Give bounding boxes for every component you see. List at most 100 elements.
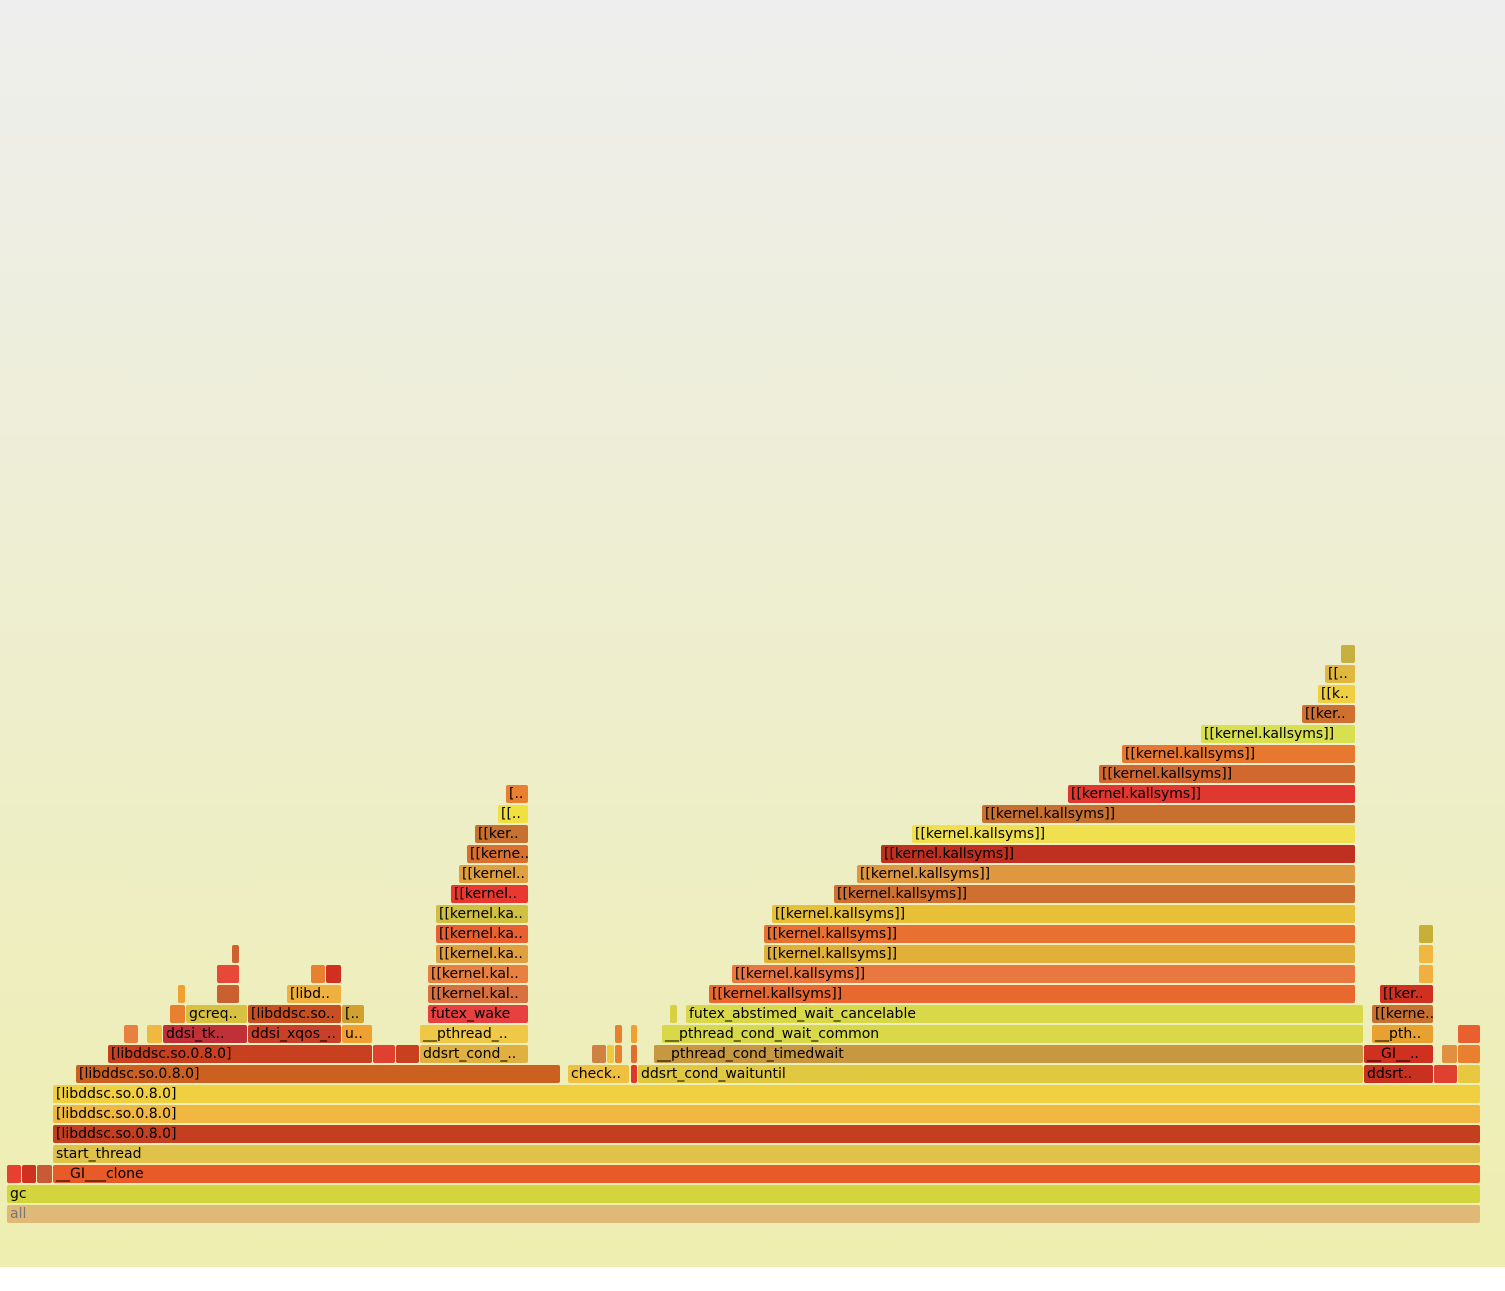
frame[interactable]	[1122, 745, 1355, 763]
frame[interactable]	[342, 1005, 364, 1023]
frame[interactable]	[53, 1085, 1480, 1103]
frame[interactable]	[631, 1045, 637, 1063]
frame[interactable]	[311, 965, 325, 983]
frame[interactable]	[124, 1025, 138, 1043]
frame[interactable]	[232, 945, 239, 963]
frame[interactable]	[37, 1165, 52, 1183]
frame[interactable]	[108, 1045, 372, 1063]
frame[interactable]	[373, 1045, 395, 1063]
frame[interactable]	[764, 945, 1355, 963]
frame[interactable]	[1068, 785, 1355, 803]
frame[interactable]	[76, 1065, 560, 1083]
frame-label: [[..	[501, 806, 521, 822]
frame[interactable]	[420, 1025, 528, 1043]
frame[interactable]	[732, 965, 1355, 983]
frame[interactable]	[1341, 645, 1355, 663]
frame[interactable]	[467, 845, 528, 863]
frame-label: [[kernel.kal..	[431, 966, 519, 982]
frame[interactable]	[1325, 665, 1355, 683]
frame[interactable]	[631, 1065, 637, 1083]
frame[interactable]	[53, 1165, 1480, 1183]
frame[interactable]	[178, 985, 185, 1003]
frame[interactable]	[7, 1185, 1480, 1203]
frame-label: __pthread_cond_wait_common	[664, 1026, 879, 1042]
frame[interactable]	[428, 1005, 528, 1023]
frame-label: gcreq..	[189, 1006, 237, 1022]
frame[interactable]	[396, 1045, 419, 1063]
frame[interactable]	[326, 965, 341, 983]
frame[interactable]	[287, 985, 341, 1003]
frame[interactable]	[436, 925, 528, 943]
frame[interactable]	[1442, 1045, 1457, 1063]
frame[interactable]	[420, 1045, 528, 1063]
frame[interactable]	[451, 885, 528, 903]
frame[interactable]	[475, 825, 528, 843]
frame[interactable]	[670, 1005, 677, 1023]
frame[interactable]	[53, 1105, 1480, 1123]
frame[interactable]	[1318, 685, 1355, 703]
frame[interactable]	[1364, 1045, 1433, 1063]
frame[interactable]	[615, 1025, 622, 1043]
frame-label: [[kernel.kallsyms]]	[775, 906, 905, 922]
frame[interactable]	[1372, 1025, 1433, 1043]
frame[interactable]	[607, 1045, 614, 1063]
frame[interactable]	[7, 1165, 21, 1183]
frame[interactable]	[615, 1045, 622, 1063]
frame[interactable]	[248, 1005, 341, 1023]
frame[interactable]	[53, 1145, 1480, 1163]
frame[interactable]	[248, 1025, 341, 1043]
frame[interactable]	[1419, 945, 1433, 963]
frame-label: __pth..	[1374, 1026, 1421, 1042]
frame-label: [[kernel..	[462, 866, 525, 882]
frame[interactable]	[53, 1125, 1480, 1143]
frame[interactable]	[342, 1025, 372, 1043]
frame[interactable]	[654, 1045, 1363, 1063]
frame[interactable]	[982, 805, 1355, 823]
frame[interactable]	[1372, 1005, 1433, 1023]
frame[interactable]	[631, 1025, 637, 1043]
frame[interactable]	[1099, 765, 1355, 783]
frame-label: [[ker..	[1305, 706, 1346, 722]
frame[interactable]	[170, 1005, 185, 1023]
frame[interactable]	[592, 1045, 606, 1063]
frame[interactable]	[436, 905, 528, 923]
frame[interactable]	[772, 905, 1355, 923]
frame[interactable]	[147, 1025, 162, 1043]
frame[interactable]	[912, 825, 1355, 843]
frame-label: [[k..	[1321, 686, 1349, 702]
frame[interactable]	[217, 965, 239, 983]
frame[interactable]	[686, 1005, 1363, 1023]
frame[interactable]	[1201, 725, 1355, 743]
frame[interactable]	[1458, 1025, 1480, 1043]
frame[interactable]	[1434, 1065, 1457, 1083]
frame[interactable]	[428, 985, 528, 1003]
frame[interactable]	[163, 1025, 247, 1043]
frame[interactable]	[1364, 1065, 1433, 1083]
frame[interactable]	[1458, 1065, 1480, 1083]
frame[interactable]	[638, 1065, 1363, 1083]
frame-label: all	[10, 1206, 26, 1222]
frame[interactable]	[1419, 925, 1433, 943]
frame[interactable]	[428, 965, 528, 983]
frame-label: [[kernel.kallsyms]]	[985, 806, 1115, 822]
frame[interactable]	[1419, 965, 1433, 983]
frame[interactable]	[1380, 985, 1433, 1003]
frame[interactable]	[498, 805, 528, 823]
frame[interactable]	[662, 1025, 1363, 1043]
frame[interactable]	[436, 945, 528, 963]
frame[interactable]	[459, 865, 528, 883]
frame[interactable]	[1302, 705, 1355, 723]
frame[interactable]	[506, 785, 528, 803]
frame[interactable]	[217, 985, 239, 1003]
frame-label: [[kernel.ka..	[439, 926, 523, 942]
frame[interactable]	[764, 925, 1355, 943]
frame[interactable]	[1458, 1045, 1480, 1063]
frame[interactable]	[709, 985, 1355, 1003]
frame[interactable]	[568, 1065, 629, 1083]
frame[interactable]	[881, 845, 1355, 863]
frame[interactable]	[22, 1165, 36, 1183]
frame[interactable]	[7, 1205, 1480, 1223]
frame[interactable]	[834, 885, 1355, 903]
frame[interactable]	[186, 1005, 247, 1023]
frame[interactable]	[857, 865, 1355, 883]
